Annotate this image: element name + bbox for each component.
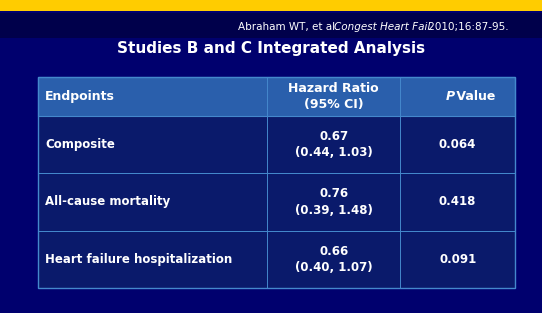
Text: P: P — [446, 90, 455, 103]
Text: Heart failure hospitalization: Heart failure hospitalization — [45, 253, 232, 266]
Text: Congest Heart Fail.: Congest Heart Fail. — [334, 22, 434, 32]
Text: 0.66
(0.40, 1.07): 0.66 (0.40, 1.07) — [295, 244, 372, 274]
FancyBboxPatch shape — [0, 13, 542, 38]
FancyBboxPatch shape — [38, 77, 515, 116]
Text: Abraham WT, et al.: Abraham WT, et al. — [238, 22, 344, 32]
Text: 0.418: 0.418 — [439, 195, 476, 208]
Text: Studies B and C Integrated Analysis: Studies B and C Integrated Analysis — [117, 41, 425, 56]
Text: 0.091: 0.091 — [439, 253, 476, 266]
FancyBboxPatch shape — [38, 173, 515, 231]
Text: All-cause mortality: All-cause mortality — [45, 195, 170, 208]
Text: 0.76
(0.39, 1.48): 0.76 (0.39, 1.48) — [295, 187, 372, 217]
FancyBboxPatch shape — [0, 0, 542, 11]
Text: Composite: Composite — [45, 138, 115, 151]
Text: 0.67
(0.44, 1.03): 0.67 (0.44, 1.03) — [295, 130, 372, 159]
FancyBboxPatch shape — [38, 231, 515, 288]
Text: Endpoints: Endpoints — [45, 90, 115, 103]
Text: Hazard Ratio
(95% CI): Hazard Ratio (95% CI) — [288, 82, 379, 111]
Text: 0.064: 0.064 — [439, 138, 476, 151]
FancyBboxPatch shape — [38, 116, 515, 173]
Text: 2010;16:87-95.: 2010;16:87-95. — [425, 22, 508, 32]
Text: Value: Value — [452, 90, 495, 103]
